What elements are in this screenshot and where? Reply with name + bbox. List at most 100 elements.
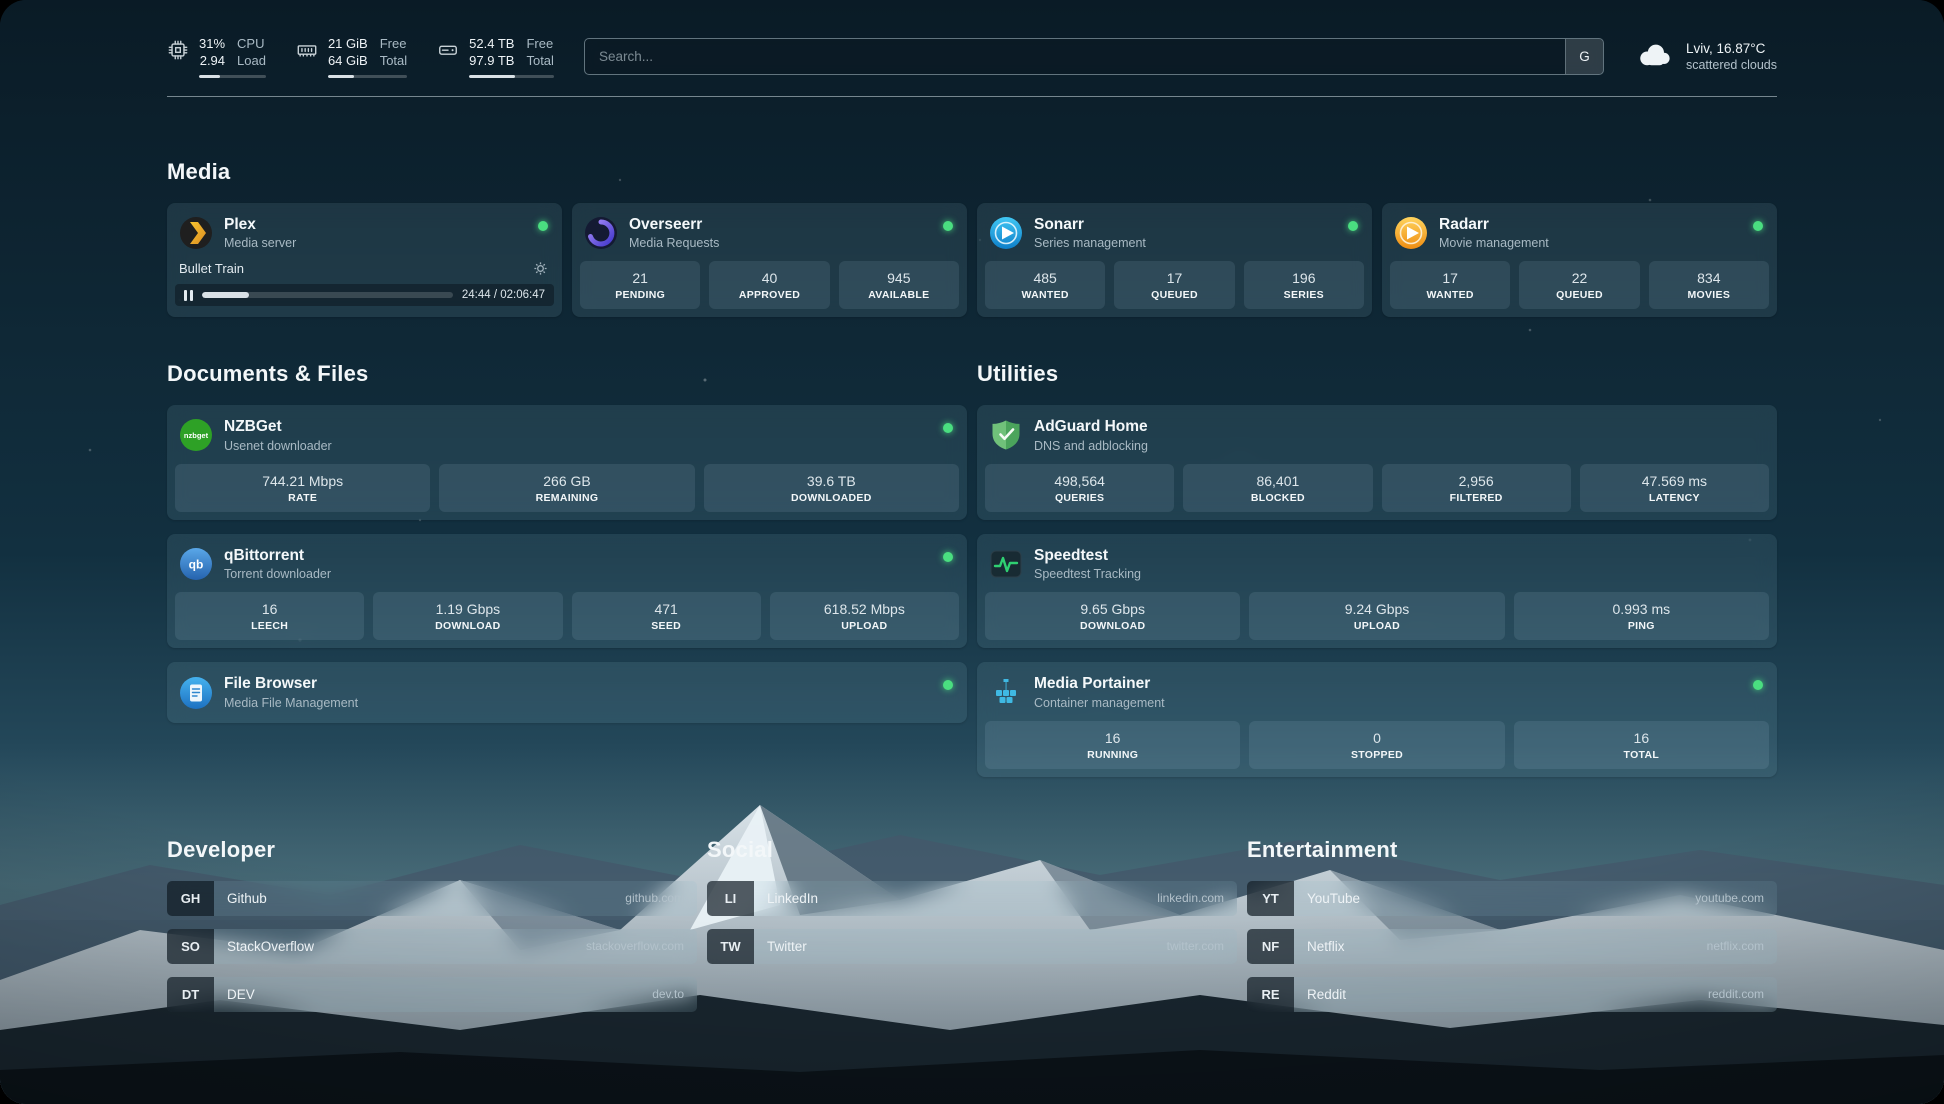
- bookmark-url: twitter.com: [1166, 939, 1224, 954]
- portainer-icon: [989, 676, 1023, 710]
- stat-upload: 618.52 Mbps UPLOAD: [769, 592, 959, 641]
- weather-widget: Lviv, 16.87°C scattered clouds: [1634, 40, 1777, 74]
- bookmark-group-entertainment: Entertainment YT YouTube youtube.com NF …: [1247, 837, 1777, 1012]
- topbar-divider: [167, 95, 1777, 97]
- service-card-nzbget[interactable]: nzbget NZBGet Usenet downloader 744.21 M…: [167, 405, 967, 520]
- search-provider-button[interactable]: G: [1564, 39, 1603, 75]
- bookmark-abbr: NF: [1247, 928, 1294, 964]
- status-dot-online: [1348, 220, 1358, 231]
- cloud-icon: [1634, 40, 1674, 73]
- bookmark-url: github.com: [625, 891, 684, 906]
- status-dot-online: [538, 220, 548, 231]
- stat-series: 196 SERIES: [1243, 261, 1364, 310]
- service-card-sonarr[interactable]: Sonarr Series management 485 WANTED 17 QUE…: [977, 202, 1372, 318]
- memory-icon: [296, 39, 318, 66]
- bookmark-abbr: DT: [167, 976, 214, 1012]
- service-card-plex[interactable]: Plex Media server Bullet Train: [167, 202, 562, 318]
- service-card-adguard[interactable]: AdGuard Home DNS and adblocking 498,564 Q…: [977, 405, 1777, 520]
- bookmark-youtube[interactable]: YT YouTube youtube.com: [1247, 880, 1777, 916]
- topbar: 31% CPU 2.94 Load: [167, 36, 1777, 78]
- stat-movies: 834 MOVIES: [1648, 261, 1769, 310]
- bookmark-name: Twitter: [767, 938, 807, 954]
- bookmark-stackoverflow[interactable]: SO StackOverflow stackoverflow.com: [167, 928, 697, 964]
- bookmark-netflix[interactable]: NF Netflix netflix.com: [1247, 928, 1777, 964]
- memory-free-label: Free: [379, 36, 407, 51]
- bookmark-name: LinkedIn: [767, 890, 819, 906]
- stat-downloaded: 39.6 TB DOWNLOADED: [703, 463, 959, 512]
- stat-queued: 22 QUEUED: [1519, 261, 1640, 310]
- service-name: Media Portainer: [1034, 675, 1151, 693]
- service-description: Media Requests: [629, 236, 720, 251]
- service-card-overseerr[interactable]: Overseerr Media Requests 21 PENDING 40 APP…: [572, 202, 967, 318]
- bookmark-name: Github: [227, 890, 267, 906]
- memory-total: 64 GiB: [327, 53, 368, 69]
- stat-latency: 47.569 ms LATENCY: [1579, 463, 1769, 512]
- section-title-media: Media: [167, 158, 231, 184]
- bookmark-reddit[interactable]: RE Reddit reddit.com: [1247, 976, 1777, 1012]
- stat-wanted: 485 WANTED: [985, 261, 1106, 310]
- service-name: Sonarr: [1034, 215, 1084, 233]
- bookmark-github[interactable]: GH Github github.com: [167, 880, 697, 916]
- stat-available: 945 AVAILABLE: [838, 261, 959, 310]
- nzbget-icon: nzbget: [179, 418, 213, 452]
- filebrowser-icon: [179, 676, 213, 710]
- disk-free: 52.4 TB: [469, 36, 515, 51]
- stat-queued: 17 QUEUED: [1114, 261, 1235, 310]
- resource-widgets: 31% CPU 2.94 Load: [167, 36, 554, 78]
- bookmark-group-developer: Developer GH Github github.com SO StackO…: [167, 837, 697, 1012]
- status-dot-online: [1753, 220, 1763, 231]
- weather-condition: scattered clouds: [1685, 58, 1777, 73]
- stat-approved: 40 APPROVED: [709, 261, 830, 310]
- bookmark-dev[interactable]: DT DEV dev.to: [167, 976, 697, 1012]
- status-dot-online: [943, 551, 953, 562]
- now-playing-title: Bullet Train: [179, 261, 245, 277]
- section-title-developer: Developer: [167, 836, 276, 862]
- service-card-radarr[interactable]: Radarr Movie management 17 WANTED 22 QUEUE…: [1382, 202, 1777, 318]
- service-description: DNS and adblocking: [1034, 438, 1148, 453]
- memory-widget: 21 GiB Free 64 GiB Total: [296, 36, 408, 78]
- service-name: File Browser: [224, 675, 318, 693]
- service-card-speedtest[interactable]: Speedtest Speedtest Tracking 9.65 Gbps DO…: [977, 533, 1777, 649]
- cpu-load-label: Load: [237, 53, 266, 69]
- bookmark-name: Netflix: [1307, 938, 1345, 954]
- service-name: NZBGet: [224, 418, 282, 436]
- section-utilities: Utilities: [977, 361, 1777, 777]
- gear-icon[interactable]: [533, 261, 548, 276]
- status-dot-online: [943, 220, 953, 231]
- service-card-qbittorrent[interactable]: qb qBittorrent Torrent downloader 16 LEEC…: [167, 533, 967, 649]
- service-name: Overseerr: [629, 215, 703, 233]
- disk-progress-bar: [469, 74, 554, 78]
- memory-progress-bar: [327, 74, 408, 78]
- section-title-utilities: Utilities: [977, 361, 1059, 387]
- sonarr-icon: [989, 216, 1023, 250]
- status-dot-online: [1753, 680, 1763, 691]
- section-title-social: Social: [707, 836, 774, 862]
- stat-running: 16 RUNNING: [985, 720, 1241, 769]
- cpu-progress-bar: [199, 74, 266, 78]
- bookmark-url: linkedin.com: [1157, 891, 1224, 906]
- bookmark-linkedin[interactable]: LI LinkedIn linkedin.com: [707, 880, 1237, 916]
- stat-seed: 471 SEED: [571, 592, 761, 641]
- service-description: Series management: [1034, 236, 1146, 251]
- service-name: qBittorrent: [224, 546, 305, 564]
- service-description: Usenet downloader: [224, 438, 332, 453]
- cpu-label: CPU: [237, 36, 265, 51]
- service-name: Plex: [224, 215, 256, 233]
- cpu-widget: 31% CPU 2.94 Load: [167, 36, 266, 78]
- service-card-portainer[interactable]: Media Portainer Container management 16 R…: [977, 662, 1777, 777]
- bookmark-url: reddit.com: [1707, 987, 1764, 1002]
- service-name: AdGuard Home: [1034, 418, 1148, 436]
- pause-icon[interactable]: [184, 289, 193, 301]
- bookmark-twitter[interactable]: TW Twitter twitter.com: [707, 928, 1237, 964]
- stat-total: 16 TOTAL: [1513, 720, 1769, 769]
- service-card-filebrowser[interactable]: File Browser Media File Management: [167, 662, 967, 723]
- overseerr-icon: [584, 216, 618, 250]
- search-bar[interactable]: G: [583, 38, 1604, 76]
- radarr-icon: [1394, 216, 1428, 250]
- disk-total-label: Total: [526, 53, 554, 69]
- bookmark-abbr: RE: [1247, 976, 1294, 1012]
- stat-queries: 498,564 QUERIES: [985, 463, 1175, 512]
- search-input[interactable]: [584, 39, 1565, 75]
- stat-download: 9.65 Gbps DOWNLOAD: [985, 592, 1241, 641]
- bookmark-name: StackOverflow: [227, 938, 315, 954]
